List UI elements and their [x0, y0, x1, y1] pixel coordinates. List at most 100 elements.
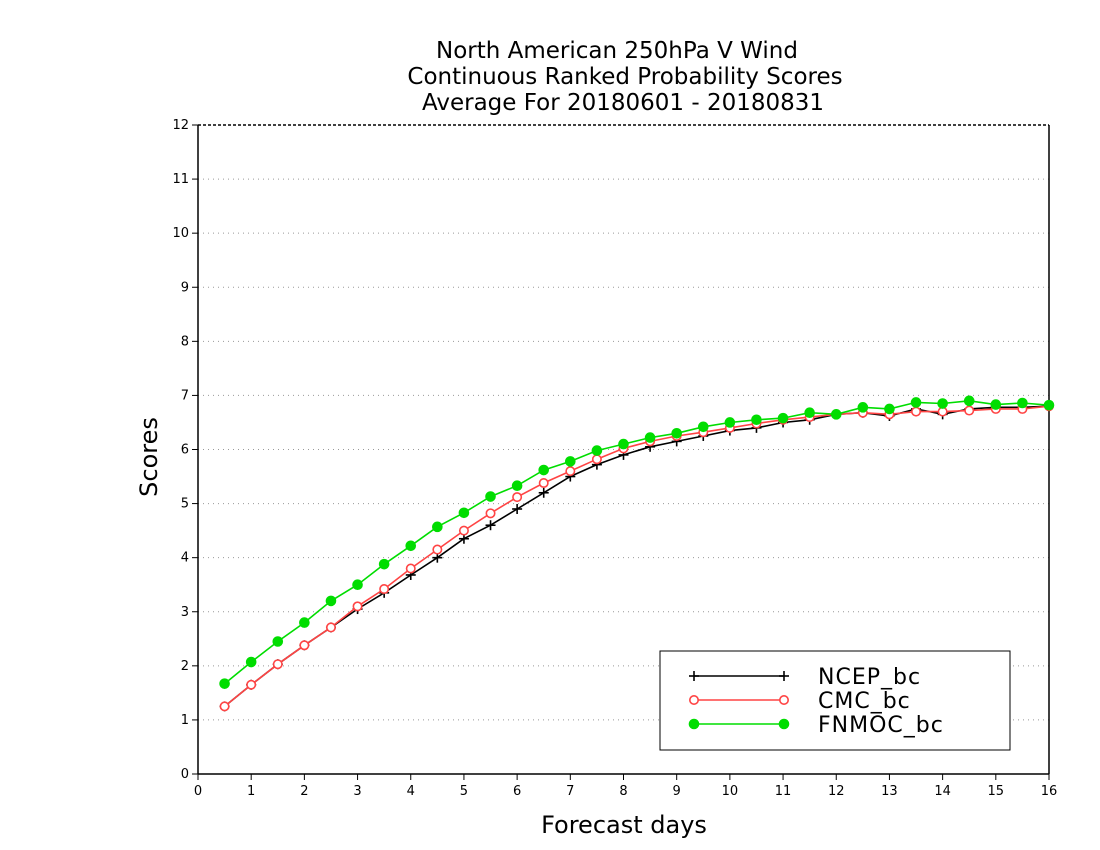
legend-entry: NCEP_bc — [689, 665, 921, 690]
data-point — [352, 601, 363, 612]
data-point — [644, 432, 656, 443]
x-tick-label: 14 — [934, 784, 951, 799]
legend-marker — [688, 718, 700, 730]
x-tick-label: 6 — [513, 784, 521, 799]
data-point — [804, 407, 815, 419]
data-point — [591, 454, 602, 465]
data-point — [352, 579, 363, 591]
data-point — [697, 421, 709, 433]
data-point — [1017, 397, 1028, 409]
x-tick-label: 11 — [775, 784, 792, 799]
data-point — [857, 402, 869, 413]
data-point — [963, 395, 975, 407]
data-point — [405, 540, 417, 552]
legend-marker — [688, 694, 699, 705]
data-point — [379, 584, 390, 595]
data-point — [299, 617, 310, 628]
data-point — [325, 595, 337, 607]
data-point — [219, 701, 230, 712]
data-point — [937, 398, 948, 409]
data-point — [538, 464, 550, 476]
data-point — [405, 563, 416, 574]
y-tick-label: 2 — [181, 659, 189, 674]
data-point — [830, 409, 842, 420]
y-tick-label: 12 — [172, 118, 189, 133]
legend-marker — [689, 671, 699, 681]
x-tick-label: 2 — [300, 784, 308, 799]
data-point — [911, 406, 922, 417]
y-tick-label: 5 — [181, 497, 189, 512]
legend-entry: FNMOC_bc — [688, 713, 944, 738]
data-point — [990, 399, 1002, 410]
series-line — [224, 399, 1050, 685]
data-point — [272, 659, 283, 670]
legend-label: CMC_bc — [818, 689, 911, 714]
x-tick-label: 4 — [407, 784, 415, 799]
title-line-3: Average For 20180601 - 20180831 — [422, 90, 824, 116]
title-line-1: North American 250hPa V Wind — [436, 38, 798, 64]
x-tick-label: 7 — [566, 784, 574, 799]
x-tick-label: 12 — [828, 784, 845, 799]
x-tick-label: 9 — [673, 784, 681, 799]
data-point — [591, 445, 603, 456]
y-axis-title: Scores — [135, 417, 163, 497]
data-point — [565, 466, 576, 477]
data-point — [458, 507, 470, 519]
data-point — [485, 491, 496, 502]
y-tick-label: 9 — [181, 280, 189, 295]
y-tick-label: 6 — [181, 443, 189, 458]
x-tick-label: 1 — [247, 784, 255, 799]
legend-marker — [779, 671, 789, 681]
data-point — [777, 412, 789, 424]
x-tick-label: 15 — [988, 784, 1005, 799]
legend-marker — [778, 694, 789, 705]
x-tick-label: 0 — [194, 784, 202, 799]
legend-marker — [778, 718, 790, 730]
x-tick-label: 3 — [353, 784, 361, 799]
x-tick-label: 13 — [881, 784, 898, 799]
data-point — [884, 403, 895, 415]
data-point — [751, 414, 762, 426]
x-tick-label: 10 — [722, 784, 739, 799]
chart-title: North American 250hPa V Wind Continuous … — [407, 38, 842, 116]
legend-label: NCEP_bc — [818, 665, 921, 690]
y-tick-label: 3 — [181, 605, 189, 620]
data-point — [325, 622, 336, 633]
data-point — [299, 640, 310, 651]
data-point — [565, 456, 576, 467]
y-tick-label: 4 — [181, 551, 189, 566]
data-point — [538, 487, 549, 498]
data-point — [485, 508, 496, 519]
data-point — [458, 525, 469, 536]
data-point — [272, 636, 284, 647]
title-line-2: Continuous Ranked Probability Scores — [407, 64, 842, 90]
data-point — [511, 480, 523, 492]
y-tick-label: 10 — [172, 226, 189, 241]
data-point — [671, 427, 682, 439]
x-tick-label: 5 — [460, 784, 468, 799]
data-point — [485, 520, 496, 531]
data-point — [245, 656, 257, 668]
legend-label: FNMOC_bc — [818, 713, 944, 738]
data-point — [964, 405, 975, 416]
data-point — [378, 558, 390, 570]
data-point — [432, 521, 443, 533]
series-layer — [219, 395, 1055, 712]
legend-entry: CMC_bc — [688, 689, 911, 714]
y-tick-label: 8 — [181, 334, 189, 349]
data-point — [246, 679, 257, 690]
data-point — [512, 492, 523, 503]
data-point — [219, 678, 230, 689]
data-point — [538, 478, 549, 489]
data-point — [512, 503, 523, 514]
data-point — [910, 397, 922, 408]
y-tick-label: 11 — [172, 172, 189, 187]
data-point — [432, 544, 443, 555]
x-tick-label: 16 — [1041, 784, 1058, 799]
data-point — [1043, 399, 1055, 411]
x-axis-title: Forecast days — [541, 811, 707, 839]
y-tick-label: 0 — [181, 767, 189, 782]
